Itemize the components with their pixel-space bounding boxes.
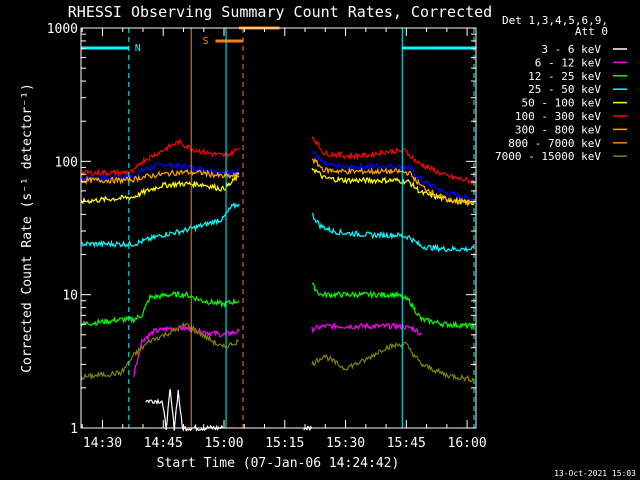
series-line-7000-15000-kev-segment-2 (311, 341, 475, 383)
night-flag-label: N (135, 43, 141, 54)
legend-label-100-300-kev: 100 - 300 keV (515, 110, 601, 123)
x-tick-label: 15:00 (204, 436, 243, 451)
series-line-25-50-kev-segment-1 (80, 202, 240, 249)
series-line-50-100-kev-segment-1 (80, 171, 240, 205)
series-line-6-12-kev-segment-1 (133, 323, 240, 378)
x-tick-label: 15:45 (387, 436, 426, 451)
legend-label-25-50-kev: 25 - 50 keV (528, 83, 601, 96)
legend-label-50-100-kev: 50 - 100 keV (522, 97, 602, 110)
x-axis-label: Start Time (07-Jan-06 14:24:42) (157, 456, 400, 471)
legend-label-800-7000-kev: 800 - 7000 keV (508, 137, 601, 150)
chart-title: RHESSI Observing Summary Count Rates, Co… (68, 3, 492, 21)
y-tick-label: 1 (70, 422, 78, 437)
series-line-7000-15000-kev-segment-1 (80, 322, 240, 381)
series-line-100-300-kev-segment-1 (80, 138, 240, 178)
series-line-300-800-kev-segment-1 (80, 168, 240, 185)
legend-header-line-1: Det 1,3,4,5,6,9, (502, 14, 608, 27)
y-axis-label: Corrected Count Rate (s⁻¹ detector⁻¹) (20, 83, 35, 373)
series-layer (80, 26, 475, 432)
series-line-3-6-kev-segment-1 (145, 388, 224, 432)
y-tick-label: 10 (62, 289, 78, 304)
timestamp: 13-Oct-2021 15:03 (554, 469, 636, 478)
y-tick-label: 1000 (47, 22, 78, 37)
saa-flag-label: S (203, 36, 209, 47)
series-line-blue-channel-segment-2 (311, 150, 475, 203)
series-line-6-12-kev-segment-2 (311, 322, 422, 336)
series-line-300-800-kev-segment-2 (311, 157, 475, 206)
y-tick-label: 100 (55, 155, 78, 170)
legend-label-300-800-kev: 300 - 800 keV (515, 123, 601, 136)
series-line-25-50-kev-segment-2 (311, 212, 475, 253)
axis-layer: 1 10 100 1000 14:30 14:45 15:00 15:15 15:30 15:45… (47, 22, 487, 451)
plot-frame (80, 27, 477, 429)
x-tick-label: 15:15 (265, 436, 304, 451)
legend-label-7000-15000-kev: 7000 - 15000 keV (495, 150, 601, 163)
x-tick-label: 14:45 (144, 436, 183, 451)
legend-label-12-25-kev: 12 - 25 keV (528, 70, 601, 83)
series-line-100-300-kev-segment-2 (311, 136, 475, 186)
legend-label-3-6-kev: 3 - 6 keV (541, 43, 601, 56)
series-line-12-25-kev-segment-1 (80, 290, 240, 327)
flag-layer: NS (80, 28, 476, 428)
x-tick-label: 16:00 (448, 436, 487, 451)
legend-header-line-2: Att 0 (575, 25, 608, 38)
x-tick-label: 14:30 (83, 436, 122, 451)
series-line-12-25-kev-segment-2 (311, 282, 475, 331)
x-tick-label: 15:30 (326, 436, 365, 451)
series-line-blue-channel-segment-1 (80, 160, 240, 183)
legend-label-6-12-kev: 6 - 12 keV (535, 56, 602, 69)
